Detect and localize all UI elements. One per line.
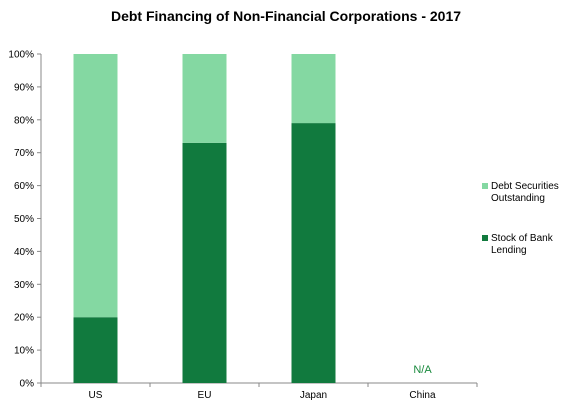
- x-tick-label-eu: EU: [198, 390, 212, 401]
- legend-label: Lending: [491, 245, 527, 256]
- y-tick-label: 30%: [14, 280, 34, 291]
- y-tick-label: 50%: [14, 214, 34, 225]
- y-tick-label: 80%: [14, 115, 34, 126]
- legend-swatch: [482, 235, 488, 241]
- y-tick-label: 70%: [14, 148, 34, 159]
- bar-japan-series-2: [291, 54, 336, 124]
- y-tick-label: 0%: [20, 379, 35, 390]
- bar-japan-series-1: [291, 123, 336, 383]
- chart-title: Debt Financing of Non-Financial Corporat…: [111, 8, 461, 24]
- x-axis: US EU Japan China: [40, 382, 478, 401]
- bars: [73, 54, 336, 383]
- y-axis: 0% 10% 20% 30% 40% 50% 60% 70% 80% 90% 100%: [8, 50, 42, 390]
- y-tick-label: 10%: [14, 346, 34, 357]
- bar-us-series-1: [73, 317, 118, 383]
- legend-label: Debt Securities: [491, 181, 559, 192]
- legend-label: Outstanding: [491, 193, 545, 204]
- y-tick-label: 40%: [14, 247, 34, 258]
- y-tick-label: 60%: [14, 181, 34, 192]
- bar-us-series-2: [73, 54, 118, 318]
- annotations: N/A: [413, 364, 432, 376]
- y-tick-label: 100%: [8, 50, 34, 61]
- legend-label: Stock of Bank: [491, 233, 554, 244]
- legend-swatch: [482, 183, 488, 189]
- y-tick-label: 20%: [14, 313, 34, 324]
- bar-eu-series-1: [182, 142, 227, 383]
- bar-eu-series-2: [182, 54, 227, 143]
- y-tick-label: 90%: [14, 82, 34, 93]
- annotation-china: N/A: [413, 364, 432, 376]
- x-tick-label-japan: Japan: [300, 390, 327, 401]
- x-tick-label-us: US: [89, 390, 103, 401]
- x-tick-label-china: China: [409, 390, 436, 401]
